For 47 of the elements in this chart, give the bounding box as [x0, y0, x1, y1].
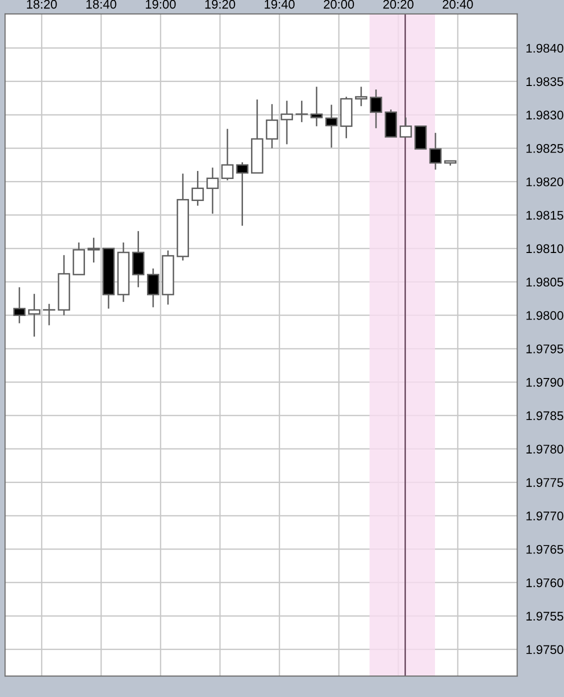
x-tick-label: 20:20 — [383, 0, 414, 9]
x-tick-label: 19:20 — [205, 0, 236, 9]
y-tick-label: 1.9795 — [526, 344, 564, 354]
candlestick — [355, 86, 368, 107]
y-tick-label: 1.9810 — [526, 244, 564, 254]
candlestick — [192, 170, 204, 206]
candlestick — [400, 116, 412, 138]
candlestick — [429, 132, 442, 170]
y-tick-label: 1.9805 — [526, 278, 564, 287]
y-tick-label: 1.9790 — [526, 378, 564, 387]
y-tick-label: 1.9785 — [526, 411, 564, 420]
candlestick — [132, 230, 144, 288]
x-tick-label: 18:20 — [27, 0, 57, 9]
y-tick-label: 1.9775 — [526, 478, 564, 487]
candlestick — [296, 100, 308, 123]
y-tick-label: 1.9770 — [526, 512, 564, 520]
candlestick — [280, 100, 293, 145]
y-tick-label: 1.9820 — [526, 177, 564, 186]
y-tick-label: 1.9755 — [526, 612, 564, 621]
y-tick-label: 1.9780 — [526, 444, 564, 454]
candlestick — [414, 125, 427, 150]
candlestick — [42, 303, 56, 326]
candlestick — [13, 286, 26, 324]
candlestick — [206, 166, 219, 214]
candlestick — [236, 162, 248, 226]
candlestick — [88, 237, 100, 264]
y-tick-label: 1.9750 — [526, 645, 564, 654]
candlestick — [146, 268, 160, 308]
x-tick-label: 19:00 — [146, 0, 176, 9]
candlestick — [310, 86, 323, 127]
y-tick-label: 1.9835 — [526, 77, 564, 86]
y-tick-label: 1.9830 — [526, 110, 564, 120]
candlestick — [266, 103, 278, 149]
y-tick-label: 1.9765 — [526, 544, 564, 554]
x-tick-label: 20:00 — [324, 0, 354, 9]
candlestick — [221, 128, 234, 182]
candlestick — [370, 88, 382, 129]
y-tick-label: 1.9825 — [526, 144, 564, 153]
x-tick-label: 20:40 — [442, 0, 473, 9]
y-tick-label: 1.9760 — [526, 578, 564, 588]
y-tick-label: 1.9815 — [526, 210, 564, 220]
y-tick-label: 1.9800 — [526, 311, 564, 320]
candlestick — [325, 104, 338, 148]
candlestick — [28, 293, 40, 338]
y-tick-label: 1.9840 — [526, 44, 564, 53]
x-tick-label: 19:40 — [264, 0, 295, 9]
x-tick-label: 18:40 — [86, 0, 116, 9]
